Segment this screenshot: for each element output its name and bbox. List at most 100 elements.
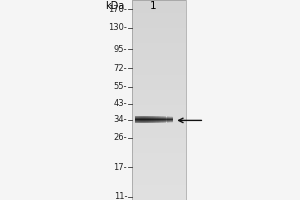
Bar [169,116,170,123]
Bar [132,148,186,150]
Bar [132,142,186,145]
Bar [163,116,164,123]
Bar [132,15,186,18]
Bar [132,173,186,175]
Bar [132,22,186,25]
Bar [132,145,186,148]
Bar [152,116,153,123]
Bar [146,116,148,123]
Bar [132,150,186,153]
Bar [159,116,160,123]
Bar [132,32,186,35]
Bar [155,116,156,123]
Text: 1: 1 [150,1,157,11]
Bar [137,116,139,123]
Bar [132,30,186,33]
Bar [135,116,136,123]
Bar [132,178,186,180]
Bar [132,47,186,50]
Bar [132,27,186,30]
Bar [132,125,186,128]
Bar [136,116,137,123]
Bar [132,170,186,173]
Text: 130-: 130- [108,23,127,32]
Bar [132,92,186,95]
Bar [149,116,150,123]
Bar [132,5,186,7]
Bar [132,128,186,130]
Bar [132,95,186,98]
Bar [132,103,186,105]
Bar [132,3,186,5]
Bar [132,195,186,198]
Bar [172,116,173,123]
Bar [140,116,141,123]
Bar [145,116,146,123]
Bar [132,168,186,170]
Bar [132,112,186,115]
Bar [132,70,186,73]
Bar [132,183,186,185]
Bar [156,116,158,123]
Bar [132,78,186,80]
Bar [132,25,186,27]
Bar [132,65,186,68]
Bar [161,116,163,123]
Bar [160,116,161,123]
Bar [168,116,169,123]
Bar [132,160,186,163]
Bar [132,0,186,200]
Bar [132,117,186,120]
Text: 170-: 170- [108,5,127,14]
Bar [132,198,186,200]
Bar [132,62,186,65]
Bar [132,98,186,100]
Bar [132,105,186,108]
Bar [132,18,186,20]
Bar [132,88,186,90]
Bar [139,116,140,123]
Bar [150,116,152,123]
Bar [132,68,186,70]
Bar [132,135,186,138]
Bar [132,43,186,45]
Bar [132,90,186,92]
Bar [132,108,186,110]
Text: 17-: 17- [114,163,127,172]
Bar [165,116,166,123]
Bar [132,40,186,43]
Bar [132,180,186,182]
Bar [132,45,186,47]
Text: 72-: 72- [114,64,127,73]
Bar [132,37,186,40]
Bar [132,140,186,143]
Bar [132,100,186,103]
Bar [132,185,186,188]
Bar [164,116,165,123]
Bar [132,153,186,155]
Bar [132,60,186,62]
Bar [132,165,186,168]
Bar [141,116,142,123]
Bar [142,116,144,123]
Bar [132,110,186,112]
Bar [132,190,186,192]
Bar [132,50,186,52]
Bar [132,85,186,88]
Bar [158,116,159,123]
Bar [148,116,149,123]
Bar [170,116,172,123]
Bar [132,35,186,38]
Bar [132,188,186,190]
Bar [132,73,186,75]
Bar [153,116,154,123]
Bar [132,158,186,160]
Bar [132,175,186,178]
Text: 55-: 55- [114,82,127,91]
Bar [132,80,186,83]
Text: kDa: kDa [105,1,124,11]
Text: 95-: 95- [114,45,127,54]
Bar [132,13,186,15]
Bar [132,138,186,140]
Bar [132,83,186,85]
